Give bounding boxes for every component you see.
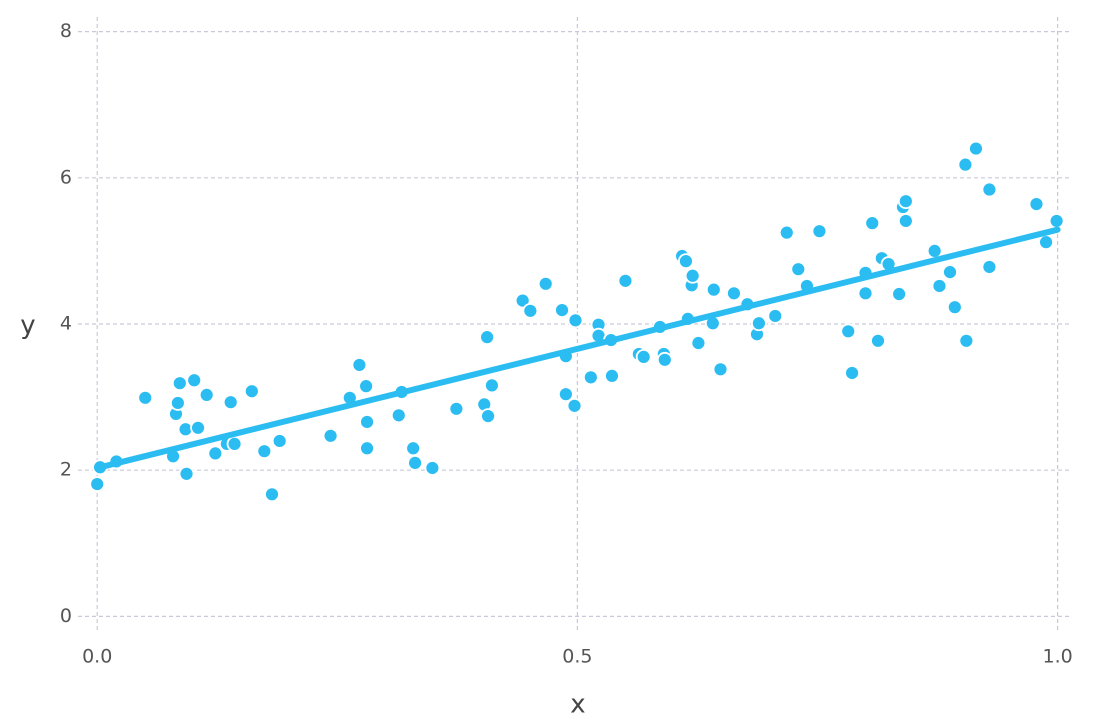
point [712,361,729,378]
point [405,440,422,457]
x-tick-label: 0.0 [82,646,112,668]
point [207,445,224,462]
point [198,387,215,403]
point [968,140,984,157]
point [767,308,784,324]
point [226,435,243,452]
point [243,383,260,400]
point [1038,234,1054,251]
y-tick-label: 0 [60,605,72,627]
point [448,400,465,417]
point [271,433,288,449]
point [190,419,206,436]
point [390,407,407,424]
point [958,332,975,349]
x-tick-label: 1.0 [1042,646,1072,668]
y-tick-label: 6 [60,166,72,188]
point [359,414,375,430]
point [897,193,914,210]
point [484,377,500,394]
point [790,261,807,278]
point [946,299,963,316]
point [479,329,496,346]
point [690,335,707,351]
y-tick-label: 2 [60,459,72,481]
point [522,302,539,319]
point [844,365,860,381]
point [705,281,722,298]
point [678,253,694,270]
point [514,292,531,309]
point [604,367,620,384]
point [751,315,767,332]
point [178,465,195,482]
point [557,386,574,403]
point [359,440,375,457]
point [891,286,908,302]
point [684,267,701,284]
fit-line [94,226,1061,471]
point [981,259,998,275]
point [222,394,239,411]
y-axis-label: y [20,311,35,341]
point [870,332,886,349]
point [931,278,948,294]
x-tick-label: 0.5 [562,646,592,668]
point [264,486,280,503]
point [169,395,186,411]
y-tick-label: 8 [60,20,72,42]
point [358,378,375,395]
point [351,357,368,373]
point [617,272,634,289]
point [981,181,998,198]
point [726,285,742,302]
x-axis-label: x [570,690,585,719]
point [537,275,554,292]
point [840,323,857,340]
point [1028,196,1045,213]
point [480,408,496,425]
point [137,389,154,406]
point [857,285,874,302]
point [897,213,914,229]
point [171,375,188,392]
y-tick-label: 4 [60,313,72,335]
point [407,454,423,471]
point [567,312,584,329]
point [566,397,583,414]
point [424,460,441,476]
point [582,369,599,386]
point [1048,213,1065,229]
point [778,224,795,241]
point [942,264,958,281]
point [89,476,106,492]
point [864,215,881,232]
point [811,223,828,240]
point [186,372,203,389]
point [656,351,673,368]
point [322,427,339,444]
point [957,156,974,173]
point [926,243,943,259]
point [635,348,652,365]
point [256,443,273,460]
point [554,302,570,319]
